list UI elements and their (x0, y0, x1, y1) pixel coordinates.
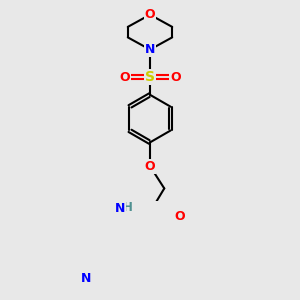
Text: O: O (175, 210, 185, 223)
Text: N: N (115, 202, 125, 215)
Text: H: H (123, 201, 133, 214)
Text: O: O (170, 71, 181, 84)
Text: O: O (145, 8, 155, 21)
Text: O: O (119, 71, 130, 84)
Text: N: N (81, 272, 92, 284)
Text: N: N (145, 43, 155, 56)
Text: O: O (145, 160, 155, 173)
Text: S: S (145, 70, 155, 84)
